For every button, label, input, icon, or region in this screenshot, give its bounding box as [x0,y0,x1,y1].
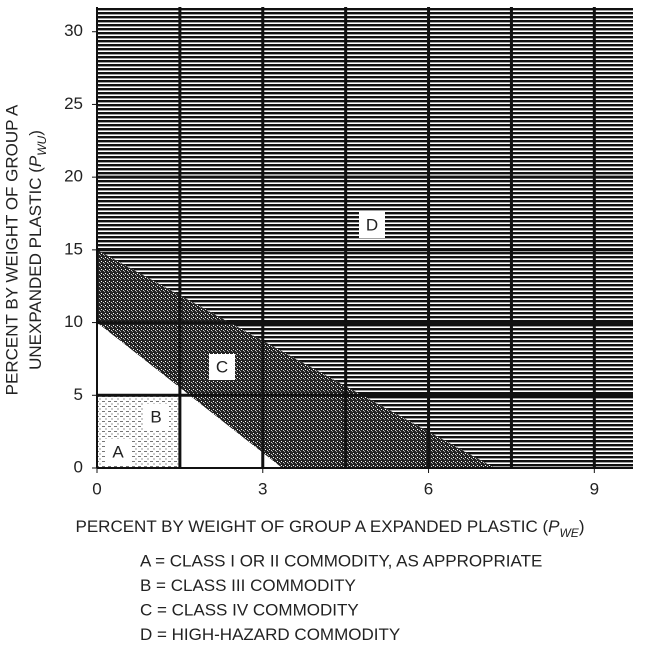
region-label-box [359,212,385,238]
y-label-symbol: P [26,155,45,167]
legend-entry: A = CLASS I OR II COMMODITY, AS APPROPRI… [140,551,542,570]
x-axis-label: PERCENT BY WEIGHT OF GROUP A EXPANDED PL… [75,517,584,540]
plot-area: D C B A [97,7,633,468]
y-label-close: ) [26,130,45,136]
y-tick-label: 0 [74,457,83,476]
region-label-box [105,439,131,465]
x-label-subscript: WE [559,526,579,540]
y-tick-label: 25 [64,94,83,113]
y-tick-label: 20 [64,167,83,186]
y-tick-label: 15 [64,239,83,258]
region-label-box [209,354,235,380]
region [97,249,495,468]
region-label: D [366,215,378,234]
x-tick-label: 9 [590,479,599,498]
x-label-text: PERCENT BY WEIGHT OF GROUP A EXPANDED PL… [75,517,548,536]
region [97,322,283,468]
x-label-symbol: P [548,517,560,536]
y-tick-label: 10 [64,312,83,331]
x-label-close: ) [579,517,585,536]
legend-entry: D = HIGH-HAZARD COMMODITY [140,625,400,643]
legend-entry: B = CLASS III COMMODITY [140,576,356,595]
legend-entry: C = CLASS IV COMMODITY [140,600,359,619]
x-tick-label: 0 [92,479,101,498]
region-label-box [143,404,169,430]
y-label-text: UNEXPANDED PLASTIC ( [26,167,45,370]
y-tick-label: 5 [74,385,83,404]
x-tick-label: 3 [258,479,267,498]
region-label: A [112,442,124,461]
y-label-subscript: WU [35,135,49,155]
y-label-line: PERCENT BY WEIGHT OF GROUP A [2,104,21,395]
y-axis-label: PERCENT BY WEIGHT OF GROUP A UNEXPANDED … [2,104,49,395]
y-tick-label: 30 [64,21,83,40]
region-label: B [150,407,161,426]
region-label: C [216,357,228,376]
y-label-line: UNEXPANDED PLASTIC (PWU) [26,130,49,370]
x-tick-label: 6 [424,479,433,498]
